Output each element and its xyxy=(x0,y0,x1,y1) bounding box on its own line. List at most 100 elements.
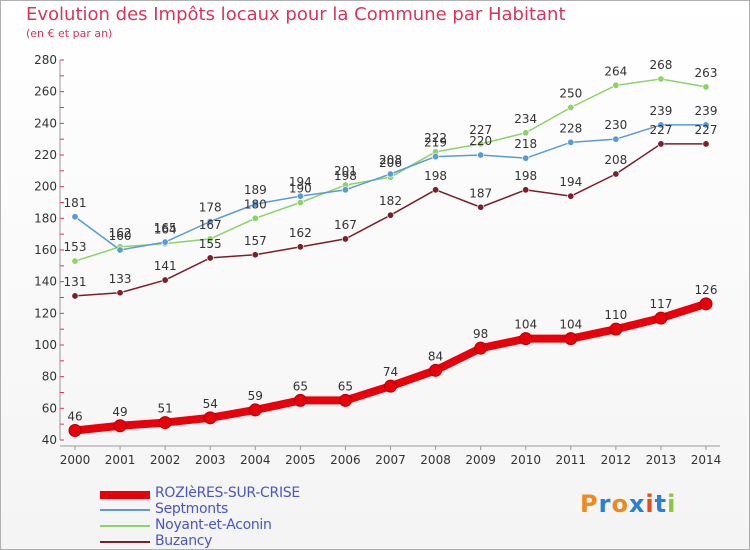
data-label: 104 xyxy=(514,318,537,332)
logo-letter: i xyxy=(645,490,655,518)
data-label: 190 xyxy=(289,182,312,196)
data-point xyxy=(203,411,217,425)
legend-swatch xyxy=(100,525,150,527)
x-tick-label: 2005 xyxy=(285,453,316,467)
data-label: 167 xyxy=(334,218,357,232)
data-point xyxy=(564,332,578,346)
data-point xyxy=(206,254,214,262)
data-point xyxy=(699,297,713,311)
data-point xyxy=(612,170,620,178)
data-point xyxy=(474,341,488,355)
data-point xyxy=(612,81,620,89)
x-tick-label: 2009 xyxy=(465,453,496,467)
data-label: 234 xyxy=(514,112,537,126)
x-tick-label: 2003 xyxy=(195,453,226,467)
data-label: 219 xyxy=(424,136,447,150)
data-label: 49 xyxy=(112,405,127,419)
legend-label: Septmonts xyxy=(155,501,229,517)
data-label: 264 xyxy=(604,64,627,78)
logo-letter: i xyxy=(667,490,677,518)
data-label: 227 xyxy=(695,123,718,137)
data-label: 239 xyxy=(649,104,672,118)
y-tick-label: 60 xyxy=(42,401,57,415)
data-point xyxy=(158,416,172,430)
line-chart: 40 60 80 100 120 140 160 180 200 220 240 260 280 2000… xyxy=(34,53,721,467)
data-point xyxy=(116,246,124,254)
data-label: 208 xyxy=(379,153,402,167)
data-point xyxy=(429,363,443,377)
data-label: 74 xyxy=(383,365,398,379)
data-label: 239 xyxy=(695,104,718,118)
logo-letter: o xyxy=(611,490,629,518)
y-tick-label: 120 xyxy=(34,306,57,320)
data-point xyxy=(567,104,575,112)
data-point xyxy=(341,186,349,194)
data-label: 178 xyxy=(199,201,222,215)
data-label: 194 xyxy=(559,175,582,189)
data-point xyxy=(384,379,397,393)
data-label: 206 xyxy=(379,156,402,170)
data-label: 227 xyxy=(469,123,492,137)
data-label: 263 xyxy=(695,66,718,80)
data-point xyxy=(68,424,82,437)
data-point xyxy=(116,289,124,297)
data-point xyxy=(113,419,127,433)
proxiti-logo: Proxiti xyxy=(580,490,676,518)
data-point xyxy=(657,121,665,129)
data-label: 51 xyxy=(158,402,173,416)
data-point xyxy=(702,83,710,91)
data-label: 141 xyxy=(154,259,177,273)
y-tick-label: 80 xyxy=(42,370,57,384)
data-label: 133 xyxy=(109,272,132,286)
data-label: 46 xyxy=(67,410,82,424)
data-point xyxy=(248,403,262,417)
data-label: 208 xyxy=(604,153,627,167)
logo-letter: t xyxy=(654,490,668,518)
data-point xyxy=(477,203,485,211)
data-point xyxy=(654,311,668,325)
data-label: 84 xyxy=(428,349,443,363)
data-label: 198 xyxy=(334,169,357,183)
data-label: 153 xyxy=(64,240,87,254)
data-point xyxy=(251,214,259,222)
data-point xyxy=(296,192,304,200)
y-tick-label: 220 xyxy=(34,148,57,162)
data-point xyxy=(522,154,530,162)
data-label: 227 xyxy=(649,123,672,137)
x-tick-label: 2000 xyxy=(60,453,91,467)
data-label: 198 xyxy=(514,169,537,183)
series-layer xyxy=(68,75,713,437)
x-tick-label: 2002 xyxy=(150,453,181,467)
y-tick-label: 280 xyxy=(34,53,57,67)
data-label: 126 xyxy=(695,283,718,297)
y-tick-label: 160 xyxy=(34,243,57,257)
y-tick-label: 260 xyxy=(34,85,57,99)
data-label: 54 xyxy=(203,397,218,411)
x-tick-label: 2004 xyxy=(240,453,271,467)
data-label: 65 xyxy=(338,379,353,393)
data-label: 104 xyxy=(559,318,582,332)
data-point xyxy=(522,129,530,137)
data-label: 157 xyxy=(244,234,267,248)
data-label: 167 xyxy=(199,218,222,232)
data-point xyxy=(432,186,440,194)
data-label: 131 xyxy=(64,275,87,289)
data-point xyxy=(702,121,710,129)
data-point xyxy=(71,257,79,265)
data-label: 65 xyxy=(293,379,308,393)
data-label: 162 xyxy=(289,226,312,240)
x-tick-label: 2010 xyxy=(510,453,541,467)
data-point xyxy=(206,235,214,243)
data-point xyxy=(567,192,575,200)
data-label: 155 xyxy=(199,237,222,251)
data-label: 180 xyxy=(244,197,267,211)
data-point xyxy=(251,251,259,259)
data-label: 201 xyxy=(334,164,357,178)
data-point xyxy=(519,332,533,346)
y-tick-label: 40 xyxy=(42,433,57,447)
data-label: 194 xyxy=(289,175,312,189)
data-point xyxy=(477,140,485,148)
data-label: 117 xyxy=(649,297,672,311)
data-label: 189 xyxy=(244,183,267,197)
data-label: 222 xyxy=(424,131,447,145)
